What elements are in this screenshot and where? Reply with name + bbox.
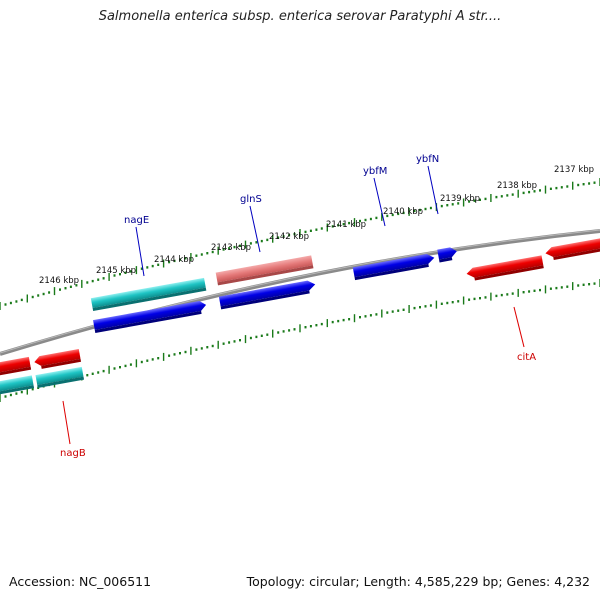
- gene-nagE-arrow[interactable]: [93, 300, 208, 333]
- reverse-strand-features: [0, 237, 600, 396]
- scale-label-2143: 2143 kbp: [211, 243, 251, 253]
- gene-ybfM-arrow[interactable]: [352, 253, 436, 281]
- genome-backbone: [0, 229, 600, 356]
- scale-labels: 2137 kbp 2138 kbp 2139 kbp 2140 kbp 2141…: [39, 165, 594, 286]
- gene-glnS-arrow[interactable]: [218, 279, 317, 310]
- scale-label-2139: 2139 kbp: [440, 194, 480, 204]
- label-nagE[interactable]: nagE: [124, 215, 149, 226]
- gene-labels: nagE glnS ybfM ybfN citA nagB: [60, 154, 536, 459]
- gene-citA-arrow-left[interactable]: [466, 255, 544, 281]
- accession-text: Accession: NC_006511: [9, 574, 152, 589]
- gene-glnS-rna[interactable]: [215, 255, 314, 286]
- gene-nagB-arrow-red-1[interactable]: [0, 356, 32, 377]
- scale-label-2141: 2141 kbp: [326, 220, 366, 230]
- leader-nagE: [135, 226, 145, 277]
- leader-ybfM: [373, 177, 386, 227]
- leader-glnS: [249, 205, 261, 253]
- label-ybfN[interactable]: ybfN: [416, 154, 439, 165]
- label-leaders: [62, 165, 525, 445]
- gene-nagB-cds-2[interactable]: [35, 366, 85, 388]
- gene-citA-arrow-right[interactable]: [545, 237, 600, 262]
- gene-nagE-cds[interactable]: [90, 277, 207, 311]
- label-nagB[interactable]: nagB: [60, 448, 86, 459]
- genome-summary-text: Topology: circular; Length: 4,585,229 bp…: [246, 574, 590, 589]
- genome-backbone-highlight: [0, 229, 600, 354]
- leader-citA: [513, 306, 525, 348]
- scale-ticks-lower: [0, 279, 600, 402]
- label-citA[interactable]: citA: [517, 352, 536, 363]
- gene-nagB-arrow-red-2[interactable]: [33, 349, 82, 370]
- map-title: Salmonella enterica subsp. enterica sero…: [98, 9, 502, 24]
- leader-nagB: [62, 400, 71, 445]
- scale-label-2146: 2146 kbp: [39, 276, 79, 286]
- gene-ybfN-arrow[interactable]: [437, 246, 458, 263]
- scale-label-2145: 2145 kbp: [96, 266, 136, 276]
- label-ybfM[interactable]: ybfM: [363, 166, 387, 177]
- scale-label-2138: 2138 kbp: [497, 181, 537, 191]
- leader-ybfN: [427, 165, 439, 215]
- scale-label-2144: 2144 kbp: [154, 255, 194, 265]
- label-glnS[interactable]: glnS: [240, 194, 262, 205]
- forward-strand-features: [90, 246, 458, 333]
- scale-label-2137: 2137 kbp: [554, 165, 594, 175]
- scale-label-2142: 2142 kbp: [269, 232, 309, 242]
- scale-ticks-upper: [0, 178, 600, 310]
- gene-nagB-cds-1[interactable]: [0, 375, 35, 396]
- scale-label-2140: 2140 kbp: [383, 207, 423, 217]
